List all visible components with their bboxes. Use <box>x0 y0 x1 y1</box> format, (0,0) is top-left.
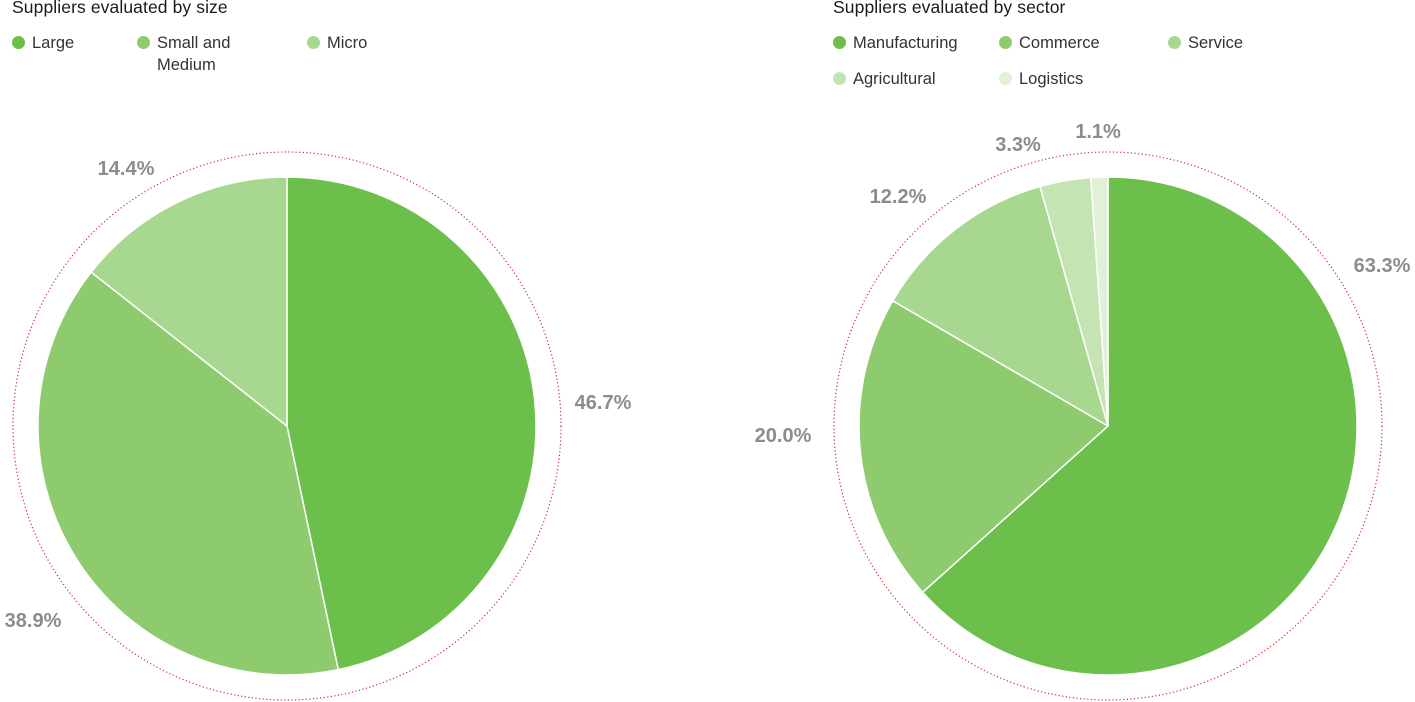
legend-swatch-large <box>12 36 25 49</box>
legend-swatch-logistics <box>999 72 1012 85</box>
pie-slice-manufacturing <box>921 176 1358 676</box>
sector-chart-title: Suppliers evaluated by sector <box>833 0 1066 17</box>
pie-slice-service <box>892 185 1109 427</box>
pie-label-small-and-medium: 38.9% <box>5 610 62 632</box>
pie-label-commerce: 20.0% <box>755 425 812 447</box>
legend-swatch-small-and-medium <box>137 36 150 49</box>
legend-item-service: Service <box>1168 32 1243 54</box>
legend-label: Manufacturing <box>853 34 958 52</box>
legend-swatch-agricultural <box>833 72 846 85</box>
legend-label: Service <box>1188 34 1244 52</box>
pie-label-manufacturing: 63.3% <box>1354 255 1411 277</box>
legend-item-commerce: Commerce <box>999 32 1100 54</box>
pie-slice-small-and-medium <box>37 271 340 676</box>
legend-item-manufacturing: Manufacturing <box>833 32 958 54</box>
legend-item-large: Large <box>12 32 74 54</box>
legend-item-small-and-medium: Small and Medium <box>137 32 257 76</box>
legend-swatch-manufacturing <box>833 36 846 49</box>
pie-slice-micro <box>90 176 288 427</box>
pie-slice-commerce <box>858 300 1109 594</box>
pie-slice-large <box>286 176 537 671</box>
sector-pie-chart: 63.3% 20.0% 12.2% 3.3% 1.1% <box>755 121 1411 701</box>
size-chart-title: Suppliers evaluated by size <box>12 0 228 17</box>
pie-label-micro: 14.4% <box>98 158 155 180</box>
legend-label: Agricultural <box>853 70 936 88</box>
legend-swatch-micro <box>307 36 320 49</box>
size-pie-chart: 46.7% 38.9% 14.4% <box>5 151 632 701</box>
pie-outline-ring <box>833 151 1383 701</box>
legend-label: Logistics <box>1019 70 1084 88</box>
legend-label: Small and Medium <box>157 34 231 74</box>
pie-label-logistics: 1.1% <box>1075 121 1121 143</box>
pie-label-large: 46.7% <box>575 392 632 414</box>
legend-label: Large <box>32 34 75 52</box>
pie-slice-logistics <box>1090 176 1109 427</box>
pie-label-service: 12.2% <box>870 186 927 208</box>
legend-item-logistics: Logistics <box>999 68 1083 90</box>
legend-label: Micro <box>327 34 368 52</box>
legend-swatch-service <box>1168 36 1181 49</box>
legend-item-agricultural: Agricultural <box>833 68 936 90</box>
pie-outline-ring <box>12 151 562 701</box>
pie-label-agricultural: 3.3% <box>995 134 1041 156</box>
legend-label: Commerce <box>1019 34 1100 52</box>
legend-swatch-commerce <box>999 36 1012 49</box>
legend-item-micro: Micro <box>307 32 367 54</box>
